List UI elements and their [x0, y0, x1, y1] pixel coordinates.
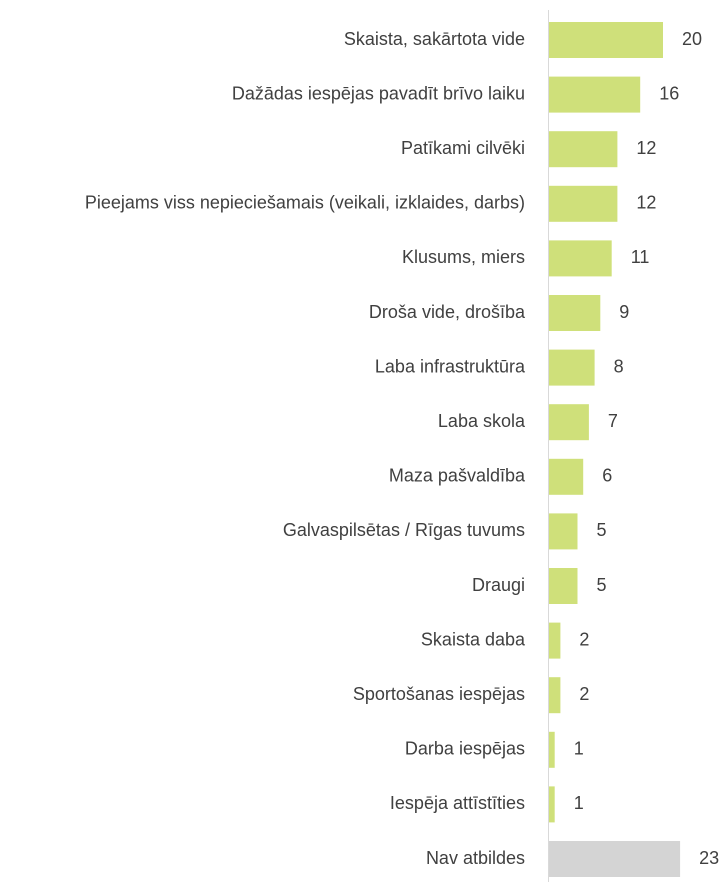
bar — [549, 22, 663, 58]
bar — [549, 622, 561, 659]
value-label: 7 — [608, 411, 618, 431]
category-label: Galvaspilsētas / Rīgas tuvums — [283, 520, 525, 540]
bar — [549, 731, 555, 768]
value-label: 6 — [602, 466, 612, 486]
value-label: 2 — [579, 629, 589, 649]
category-label: Skaista daba — [421, 629, 526, 649]
value-label: 9 — [619, 302, 629, 322]
category-label: Laba skola — [438, 411, 526, 431]
value-label: 23 — [699, 848, 719, 868]
bar — [549, 295, 601, 331]
value-label: 20 — [682, 29, 702, 49]
bar — [549, 841, 681, 877]
bar — [549, 185, 618, 222]
bar — [549, 404, 589, 441]
value-label: 5 — [597, 575, 607, 595]
value-label: 1 — [574, 739, 584, 759]
category-label: Laba infrastruktūra — [375, 356, 526, 376]
category-label: Iespēja attīstīties — [390, 793, 525, 813]
category-label: Sportošanas iespējas — [353, 684, 525, 704]
category-label: Maza pašvaldība — [389, 466, 526, 486]
category-label: Nav atbildes — [426, 848, 525, 868]
bar — [549, 458, 584, 495]
value-label: 12 — [636, 193, 656, 213]
value-label: 1 — [574, 793, 584, 813]
value-label: 16 — [659, 83, 679, 103]
bar — [549, 677, 561, 714]
category-label: Darba iespējas — [405, 739, 525, 759]
category-label: Klusums, miers — [402, 247, 525, 267]
category-label: Dažādas iespējas pavadīt brīvo laiku — [232, 83, 525, 103]
category-label: Droša vide, drošība — [369, 302, 526, 322]
bar — [549, 513, 578, 550]
bar — [549, 349, 595, 386]
value-label: 5 — [597, 520, 607, 540]
value-label: 12 — [636, 138, 656, 158]
value-label: 11 — [631, 247, 650, 267]
value-label: 2 — [579, 684, 589, 704]
bar — [549, 76, 641, 113]
category-label: Patīkami cilvēki — [401, 138, 525, 158]
value-label: 8 — [614, 356, 624, 376]
category-label: Skaista, sakārtota vide — [344, 29, 525, 49]
category-label: Pieejams viss nepieciešamais (veikali, i… — [85, 193, 525, 213]
bar — [549, 786, 555, 823]
bar — [549, 240, 612, 277]
bar — [549, 568, 578, 604]
bar — [549, 131, 618, 168]
category-label: Draugi — [472, 575, 525, 595]
